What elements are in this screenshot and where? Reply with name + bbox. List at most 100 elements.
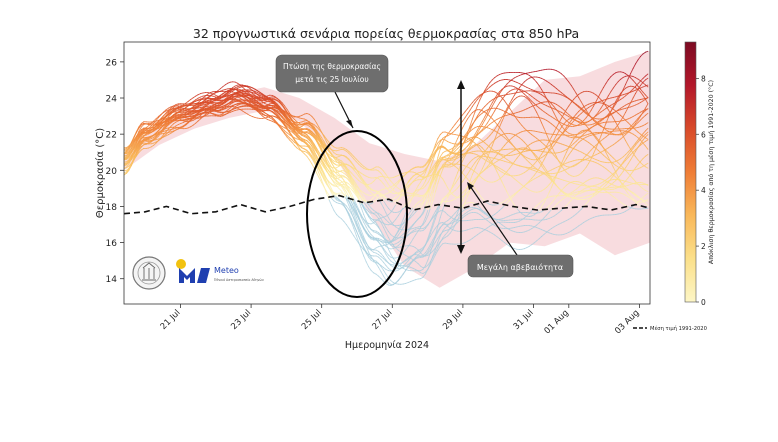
ensemble-member-line — [392, 282, 397, 285]
ensemble-member-line — [299, 147, 303, 152]
ensemble-member-line — [432, 227, 436, 233]
ensemble-member-line — [523, 170, 528, 174]
ensemble-member-line — [462, 213, 466, 217]
ensemble-member-line — [368, 251, 372, 258]
ensemble-member-line — [462, 167, 466, 173]
ensemble-member-line — [605, 156, 609, 160]
ensemble-member-line — [476, 114, 481, 119]
ensemble-member-line — [427, 252, 431, 261]
ensemble-member-line — [489, 141, 493, 146]
ensemble-member-line — [353, 169, 357, 174]
ensemble-member-line — [578, 190, 582, 194]
ensemble-member-line — [242, 110, 246, 114]
ensemble-member-line — [429, 151, 434, 158]
ensemble-member-line — [610, 144, 614, 147]
ensemble-member-line — [348, 205, 352, 213]
ensemble-member-line — [471, 102, 476, 107]
ensemble-member-line — [518, 219, 523, 222]
ensemble-member-line — [444, 231, 449, 236]
ensemble-member-line — [528, 147, 533, 152]
ensemble-member-line — [625, 189, 629, 195]
ensemble-member-line — [538, 200, 543, 204]
ensemble-member-line — [343, 147, 347, 150]
ensemble-member-line — [256, 110, 261, 115]
ensemble-member-line — [168, 109, 172, 112]
ensemble-member-line — [526, 168, 530, 172]
ensemble-member-line — [437, 161, 441, 168]
ensemble-member-line — [420, 265, 424, 269]
ensemble-member-line — [536, 222, 540, 226]
ensemble-member-line — [385, 180, 389, 185]
ensemble-member-line — [494, 166, 498, 173]
ensemble-member-line — [311, 139, 315, 145]
ensemble-member-line — [607, 192, 612, 196]
ensemble-member-line — [165, 134, 169, 137]
ensemble-member-line — [135, 134, 140, 139]
ensemble-member-line — [313, 118, 318, 124]
ensemble-member-line — [464, 240, 468, 244]
ensemble-member-line — [449, 191, 454, 195]
ensemble-member-line — [605, 104, 609, 107]
ensemble-member-line — [326, 190, 330, 196]
ensemble-member-line — [373, 198, 377, 203]
ensemble-member-line — [422, 273, 426, 278]
ensemble-member-line — [182, 124, 187, 127]
ensemble-member-line — [296, 121, 300, 124]
ensemble-member-line — [172, 118, 177, 121]
ensemble-member-line — [370, 222, 375, 225]
ensemble-member-line — [632, 144, 636, 149]
ensemble-member-line — [128, 144, 132, 149]
ensemble-member-line — [427, 230, 431, 239]
ensemble-member-line — [462, 201, 466, 209]
ensemble-member-line — [627, 154, 632, 159]
ensemble-member-line — [467, 109, 471, 115]
ensemble-member-line — [168, 122, 172, 126]
ensemble-member-line — [511, 135, 515, 139]
ensemble-member-line — [395, 280, 399, 284]
ensemble-member-line — [429, 239, 434, 245]
ensemble-member-line — [286, 121, 291, 125]
ensemble-member-line — [491, 110, 496, 116]
ensemble-member-line — [308, 142, 313, 147]
ensemble-member-line — [380, 218, 384, 224]
ensemble-member-line — [316, 141, 320, 147]
ensemble-member-line — [644, 103, 649, 109]
ensemble-member-line — [402, 265, 407, 268]
ensemble-member-line — [422, 169, 426, 175]
ensemble-member-line — [575, 103, 580, 107]
ensemble-member-line — [402, 223, 407, 228]
ensemble-member-line — [400, 218, 404, 226]
ensemble-member-line — [585, 125, 590, 130]
ensemble-member-line — [538, 116, 543, 124]
ensemble-member-line — [358, 196, 362, 203]
ensemble-member-line — [276, 100, 281, 104]
ensemble-member-line — [363, 255, 367, 263]
ensemble-member-line — [175, 120, 179, 123]
ensemble-member-line — [578, 92, 582, 95]
ensemble-member-line — [375, 263, 379, 268]
ensemble-member-line — [420, 252, 424, 256]
ensemble-member-line — [474, 234, 478, 237]
ensemble-member-line — [484, 137, 488, 141]
ensemble-member-line — [412, 204, 417, 209]
ensemble-member-line — [380, 196, 384, 202]
ensemble-member-line — [555, 184, 560, 189]
ensemble-member-line — [392, 258, 397, 263]
ensemble-member-line — [242, 96, 246, 99]
ensemble-member-line — [425, 259, 429, 267]
ensemble-member-line — [247, 113, 251, 116]
ensemble-member-line — [640, 136, 644, 140]
ensemble-member-line — [615, 171, 619, 178]
ensemble-member-line — [383, 196, 387, 200]
ensemble-member-line — [479, 168, 483, 174]
ensemble-member-line — [578, 106, 582, 110]
ensemble-member-line — [484, 166, 488, 170]
ensemble-member-line — [383, 170, 387, 175]
ensemble-member-line — [635, 164, 639, 169]
ensemble-member-line — [365, 167, 370, 170]
ensemble-member-line — [242, 86, 246, 91]
ensemble-member-line — [336, 159, 340, 162]
ensemble-member-line — [536, 111, 540, 118]
ensemble-member-line — [355, 206, 360, 212]
ensemble-member-line — [397, 231, 402, 236]
